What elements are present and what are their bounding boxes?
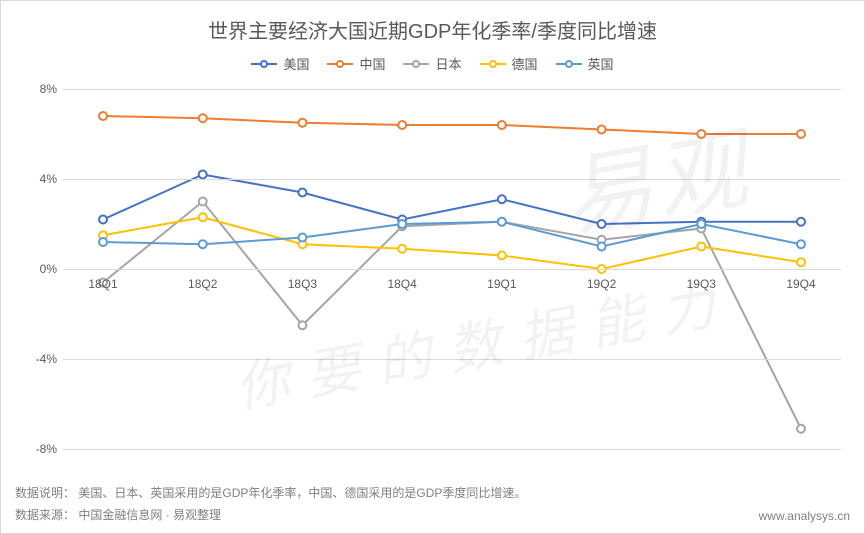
legend-marker-icon xyxy=(336,60,344,68)
plot-area: -8%-4%0%4%8%18Q118Q218Q318Q419Q119Q219Q3… xyxy=(63,89,841,449)
legend-item: 美国 xyxy=(251,54,309,73)
legend-item: 中国 xyxy=(327,54,385,73)
legend-label: 美国 xyxy=(283,54,309,73)
data-point xyxy=(99,112,107,120)
data-point xyxy=(697,220,705,228)
gridline xyxy=(63,449,841,450)
data-point xyxy=(697,130,705,138)
chart-container: 世界主要经济大国近期GDP年化季率/季度同比增速 美国 中国 日本 德国 英国 -8% -… xyxy=(0,0,865,534)
data-point xyxy=(199,114,207,122)
x-axis-label: 19Q2 xyxy=(587,277,616,291)
legend-marker-icon xyxy=(489,60,497,68)
y-axis-label: 4% xyxy=(21,172,57,186)
data-point xyxy=(498,252,506,260)
legend-marker-icon xyxy=(260,60,268,68)
y-axis-label: 8% xyxy=(21,82,57,96)
x-axis-label: 18Q1 xyxy=(88,277,117,291)
series-line xyxy=(103,116,801,134)
legend-line-icon xyxy=(403,63,429,65)
data-point xyxy=(598,243,606,251)
legend-line-icon xyxy=(556,63,582,65)
data-point xyxy=(398,121,406,129)
legend-marker-icon xyxy=(412,60,420,68)
data-point xyxy=(598,220,606,228)
data-point xyxy=(498,121,506,129)
gridline xyxy=(63,179,841,180)
x-axis-label: 18Q4 xyxy=(387,277,416,291)
gridline xyxy=(63,269,841,270)
legend-label: 日本 xyxy=(435,54,461,73)
legend-item: 日本 xyxy=(403,54,461,73)
legend-label: 中国 xyxy=(359,54,385,73)
data-point xyxy=(199,213,207,221)
x-axis-label: 18Q2 xyxy=(188,277,217,291)
data-point xyxy=(199,198,207,206)
legend-label: 英国 xyxy=(588,54,614,73)
legend-label: 德国 xyxy=(512,54,538,73)
source-label: 数据来源： xyxy=(15,508,75,522)
data-point xyxy=(298,189,306,197)
data-point xyxy=(797,425,805,433)
data-point xyxy=(498,195,506,203)
x-axis-label: 19Q3 xyxy=(687,277,716,291)
data-point xyxy=(298,321,306,329)
legend-marker-icon xyxy=(565,60,573,68)
chart-title: 世界主要经济大国近期GDP年化季率/季度同比增速 xyxy=(1,1,864,44)
data-point xyxy=(797,130,805,138)
data-point xyxy=(199,171,207,179)
data-point xyxy=(598,126,606,134)
data-point xyxy=(697,243,705,251)
x-axis-label: 19Q1 xyxy=(487,277,516,291)
data-point xyxy=(99,216,107,224)
gridline xyxy=(63,89,841,90)
series-line xyxy=(103,175,801,225)
data-note: 数据说明： 美国、日本、英国采用的是GDP年化季率，中国、德国采用的是GDP季度… xyxy=(15,484,526,501)
legend-item: 德国 xyxy=(480,54,538,73)
legend-line-icon xyxy=(251,63,277,65)
data-point xyxy=(398,220,406,228)
y-axis-label: -4% xyxy=(21,352,57,366)
data-point xyxy=(199,240,207,248)
data-point xyxy=(99,238,107,246)
x-axis-label: 19Q4 xyxy=(786,277,815,291)
data-point xyxy=(398,245,406,253)
gridline xyxy=(63,359,841,360)
y-axis-label: 0% xyxy=(21,262,57,276)
note-text: 美国、日本、英国采用的是GDP年化季率，中国、德国采用的是GDP季度同比增速。 xyxy=(78,486,526,500)
series-line xyxy=(103,202,801,429)
series-line xyxy=(103,222,801,247)
note-label: 数据说明： xyxy=(15,486,75,500)
data-point xyxy=(797,258,805,266)
data-point xyxy=(298,234,306,242)
source-url: www.analysys.cn xyxy=(759,509,850,523)
source-text: 中国金融信息网 · 易观整理 xyxy=(78,508,221,522)
legend-item: 英国 xyxy=(556,54,614,73)
data-point xyxy=(797,218,805,226)
data-point xyxy=(498,218,506,226)
legend-line-icon xyxy=(480,63,506,65)
data-point xyxy=(797,240,805,248)
y-axis-label: -8% xyxy=(21,442,57,456)
legend: 美国 中国 日本 德国 英国 xyxy=(1,54,864,73)
x-axis-label: 18Q3 xyxy=(288,277,317,291)
legend-line-icon xyxy=(327,63,353,65)
data-point xyxy=(298,119,306,127)
data-source: 数据来源： 中国金融信息网 · 易观整理 xyxy=(15,506,221,523)
